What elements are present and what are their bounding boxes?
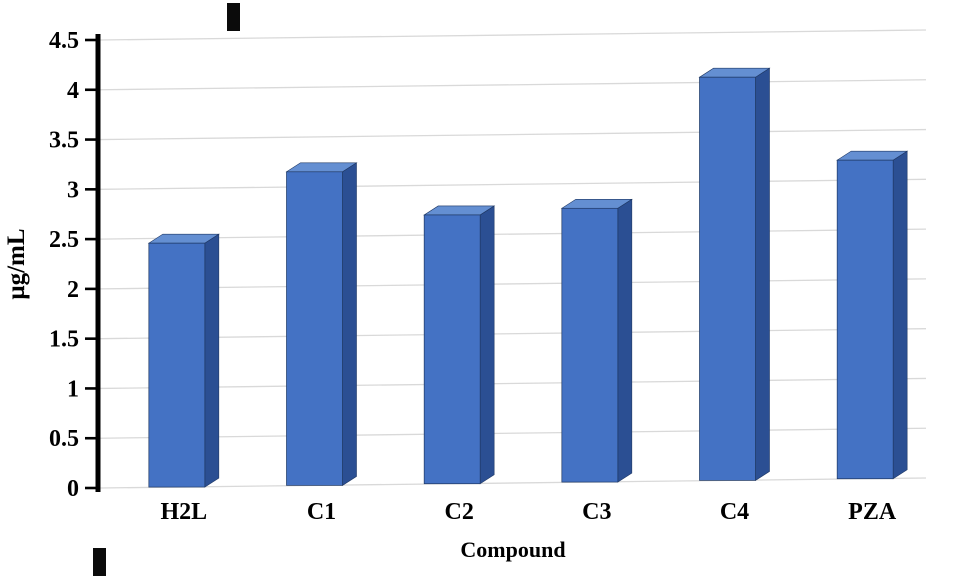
gridline bbox=[99, 128, 927, 141]
bar-H2L bbox=[148, 242, 206, 488]
bar-side-C3 bbox=[617, 198, 633, 483]
y-tick-label-3: 3 bbox=[67, 177, 79, 203]
y-axis-title: μg/mL bbox=[3, 228, 30, 299]
bar-side-H2L bbox=[204, 233, 220, 488]
gridline bbox=[99, 328, 927, 340]
gridline bbox=[99, 278, 927, 290]
gridline bbox=[99, 79, 927, 91]
bar-PZA bbox=[836, 159, 894, 480]
bar-side-PZA bbox=[892, 150, 908, 480]
gridline bbox=[99, 427, 927, 439]
gridline bbox=[99, 477, 927, 489]
y-tick-label-3.5: 3.5 bbox=[49, 128, 79, 154]
bar-side-C1 bbox=[342, 162, 357, 486]
x-tick-label-C2: C2 bbox=[444, 499, 473, 525]
bar-side-C2 bbox=[479, 205, 495, 485]
gridline bbox=[99, 178, 927, 190]
x-tick-label-C3: C3 bbox=[582, 499, 611, 525]
x-tick-label-C4: C4 bbox=[720, 499, 749, 525]
bar-C4 bbox=[699, 76, 756, 481]
x-tick-label-H2L: H2L bbox=[160, 499, 207, 525]
crop-artifact-top bbox=[227, 3, 240, 31]
bar-C2 bbox=[423, 214, 481, 485]
x-tick-label-C1: C1 bbox=[307, 499, 336, 525]
x-axis-title: Compound bbox=[460, 537, 565, 562]
gridline bbox=[99, 377, 927, 390]
y-tick-label-0.5: 0.5 bbox=[49, 426, 79, 452]
y-tick-label-2: 2 bbox=[67, 277, 79, 303]
y-tick-label-4: 4 bbox=[67, 78, 79, 104]
y-tick-label-4.5: 4.5 bbox=[49, 28, 79, 54]
y-tick-label-1.5: 1.5 bbox=[49, 327, 79, 353]
y-tick-label-1: 1 bbox=[67, 376, 79, 402]
crop-artifact-bottom bbox=[93, 548, 106, 576]
bar-C1 bbox=[286, 171, 343, 486]
gridline bbox=[99, 228, 927, 240]
bar-side-C4 bbox=[755, 67, 770, 481]
gridline bbox=[99, 29, 927, 41]
x-tick-label-PZA: PZA bbox=[848, 499, 897, 525]
bar-C3 bbox=[561, 207, 619, 483]
y-tick-label-0: 0 bbox=[67, 476, 79, 502]
y-tick-label-2.5: 2.5 bbox=[49, 227, 79, 253]
